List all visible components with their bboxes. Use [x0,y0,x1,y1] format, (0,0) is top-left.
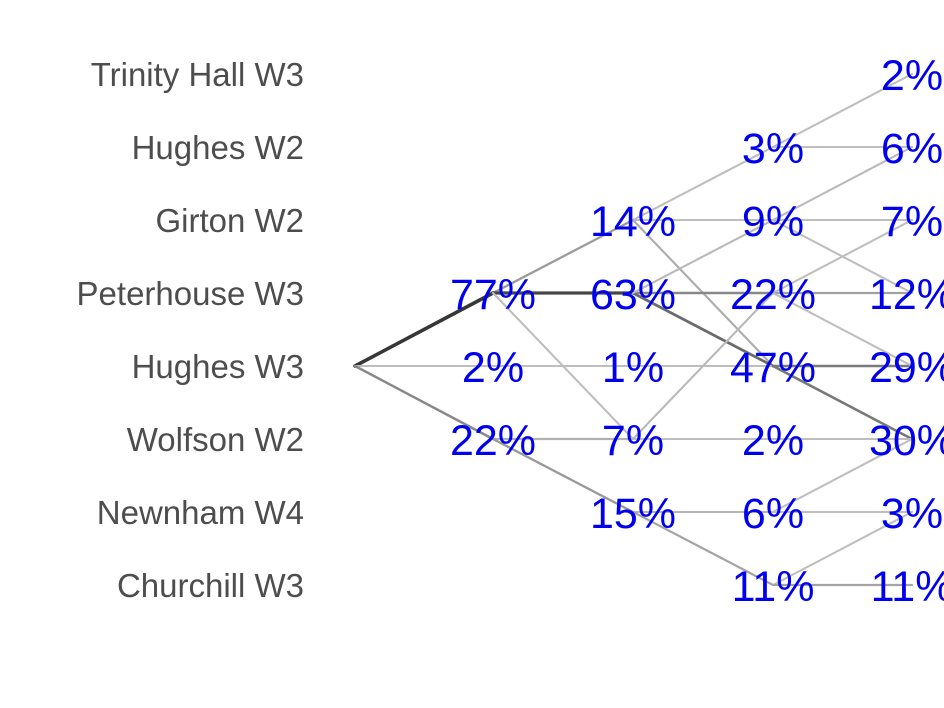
probability-label: 77% [450,271,536,319]
transition-line [771,437,914,514]
probability-labels: 77% 2% 22% 14% 63% 1% 7% 15% 3% 9% 22% 47% 2% 6% 11% 2%… [450,52,944,611]
probability-label: 63% [590,271,676,319]
crew-label: Girton W2 [155,202,304,239]
probability-label: 22% [450,417,536,465]
transition-line [771,218,914,295]
transition-line [491,291,635,441]
transition-lines [353,72,914,587]
crew-label: Hughes W3 [132,348,304,385]
transition-line [491,437,635,514]
probability-label: 6% [881,125,943,173]
crew-label: Peterhouse W3 [77,275,304,312]
probability-label: 14% [590,198,676,246]
probability-label: 11% [871,563,944,611]
probability-label: 6% [742,490,804,538]
transition-line [631,291,775,368]
transition-line [771,72,914,149]
probability-label: 47% [730,344,816,392]
probability-label: 12% [869,271,944,319]
probability-label: 11% [732,563,815,611]
probability-label: 22% [730,271,816,319]
crew-label: Trinity Hall W3 [91,56,304,93]
transition-line [353,291,495,368]
transition-line [771,145,914,222]
probability-label: 1% [602,344,664,392]
transition-line [631,510,775,587]
crew-label: Churchill W3 [117,567,304,604]
transition-line [631,291,775,441]
transition-line [491,218,635,295]
probability-label: 7% [881,198,943,246]
crew-label: Newnham W4 [97,494,304,531]
crew-labels: Trinity Hall W3 Hughes W2 Girton W2 Peterho… [77,56,304,604]
transition-line [771,364,914,441]
probability-label: 29% [869,344,944,392]
probability-label: 9% [742,198,804,246]
probability-label: 15% [590,490,676,538]
crew-label: Hughes W2 [132,129,304,166]
transition-line [631,145,775,222]
probability-label: 2% [881,52,943,100]
probability-label: 3% [881,490,943,538]
probability-label: 2% [462,344,524,392]
probability-label: 3% [742,125,804,173]
transition-line [771,291,914,368]
crew-label: Wolfson W2 [127,421,304,458]
transition-line [631,218,775,295]
probability-label: 2% [742,417,804,465]
transition-line [771,510,914,587]
probability-label: 7% [602,417,664,465]
transition-line [353,364,495,441]
probability-label: 30% [869,417,944,465]
